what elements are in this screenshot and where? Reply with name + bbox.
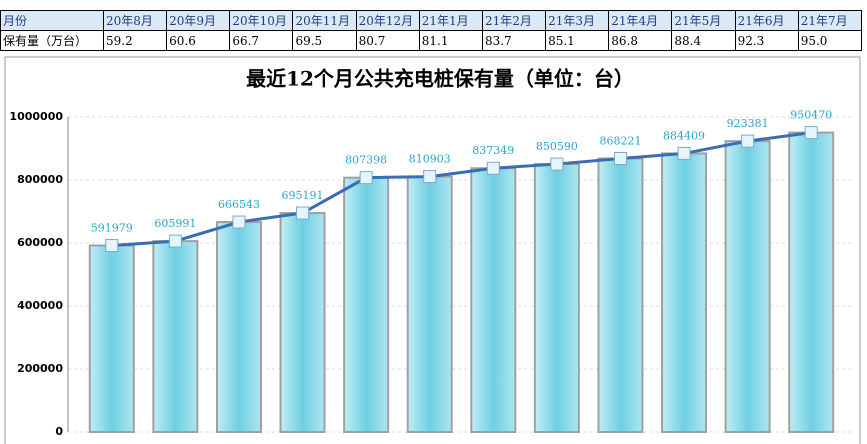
- bar: [279, 212, 326, 433]
- y-tick-label: 600000: [17, 236, 63, 249]
- table-cell: 21年4月: [608, 10, 673, 31]
- line-marker: [359, 171, 373, 185]
- table-cell: 21年1月: [418, 10, 483, 31]
- table-cell: 88.4: [671, 30, 736, 51]
- data-label: 810903: [409, 153, 451, 166]
- table-cell: 21年3月: [545, 10, 610, 31]
- table-cell: 95.0: [797, 30, 863, 51]
- bar: [597, 157, 644, 434]
- bar: [152, 240, 199, 433]
- data-label: 666543: [218, 198, 260, 211]
- data-label: 591979: [91, 222, 133, 235]
- line-marker: [804, 126, 818, 140]
- line-marker: [613, 152, 627, 166]
- line-marker: [105, 239, 119, 253]
- line-marker: [168, 234, 182, 248]
- line-marker: [486, 161, 500, 175]
- table-cell: 92.3: [734, 30, 799, 51]
- line-marker: [741, 134, 755, 148]
- y-tick-label: 400000: [17, 299, 63, 312]
- data-label: 850590: [536, 140, 578, 153]
- table-cell: 20年10月: [229, 10, 294, 31]
- bar: [533, 163, 580, 433]
- table-row: 保有量（万台） 59.2 60.6 66.7 69.5 80.7 81.1 83.7 85.1 8…: [0, 30, 863, 51]
- line-marker: [296, 206, 310, 220]
- table-cell: 86.8: [608, 30, 673, 51]
- data-label: 695191: [282, 189, 324, 202]
- line: [111, 131, 812, 248]
- data-label: 950470: [790, 109, 832, 122]
- y-tick-label: 200000: [17, 362, 63, 375]
- line-marker: [423, 170, 437, 184]
- bar: [661, 152, 708, 433]
- data-label: 837349: [472, 144, 514, 157]
- table-cell: 20年12月: [355, 10, 420, 31]
- table-cell: 20年11月: [292, 10, 357, 31]
- data-label: 605991: [154, 217, 196, 230]
- line-marker: [550, 157, 564, 171]
- bar: [406, 175, 453, 433]
- table-cell: 21年5月: [671, 10, 736, 31]
- table-row: 月份 20年8月 20年9月 20年10月 20年11月 20年12月 21年1月 21年2月…: [0, 10, 863, 31]
- table-cell: 保有量（万台）: [0, 30, 104, 51]
- y-tick-label: 1000000: [9, 110, 63, 123]
- data-label: 807398: [345, 154, 387, 167]
- data-table: 月份 20年8月 20年9月 20年10月 20年11月 20年12月 21年1月 21年2月…: [0, 10, 863, 51]
- table-cell: 69.5: [292, 30, 357, 51]
- bar: [88, 244, 135, 433]
- chart-title: 最近12个月公共充电桩保有量（单位：台）: [246, 67, 634, 91]
- data-label: 868221: [599, 135, 641, 148]
- bar: [788, 131, 835, 433]
- table-cell: 20年8月: [102, 10, 168, 31]
- table-cell: 85.1: [545, 30, 610, 51]
- bar: [215, 221, 262, 433]
- line-marker: [232, 215, 246, 229]
- table-cell: 80.7: [355, 30, 420, 51]
- table-cell: 60.6: [166, 30, 231, 51]
- table-cell: 66.7: [229, 30, 294, 51]
- table-cell: 月份: [0, 10, 104, 31]
- table-cell: 20年9月: [166, 10, 231, 31]
- table-cell: 21年7月: [797, 10, 863, 31]
- bar: [470, 167, 517, 433]
- y-tick-label: 800000: [17, 173, 63, 186]
- y-tick-label: 0: [55, 425, 63, 438]
- data-label: 923381: [727, 117, 769, 130]
- line-marker: [677, 146, 691, 160]
- bar: [724, 140, 771, 433]
- table-cell: 83.7: [481, 30, 547, 51]
- bar: [343, 176, 390, 433]
- data-label: 884409: [663, 129, 705, 142]
